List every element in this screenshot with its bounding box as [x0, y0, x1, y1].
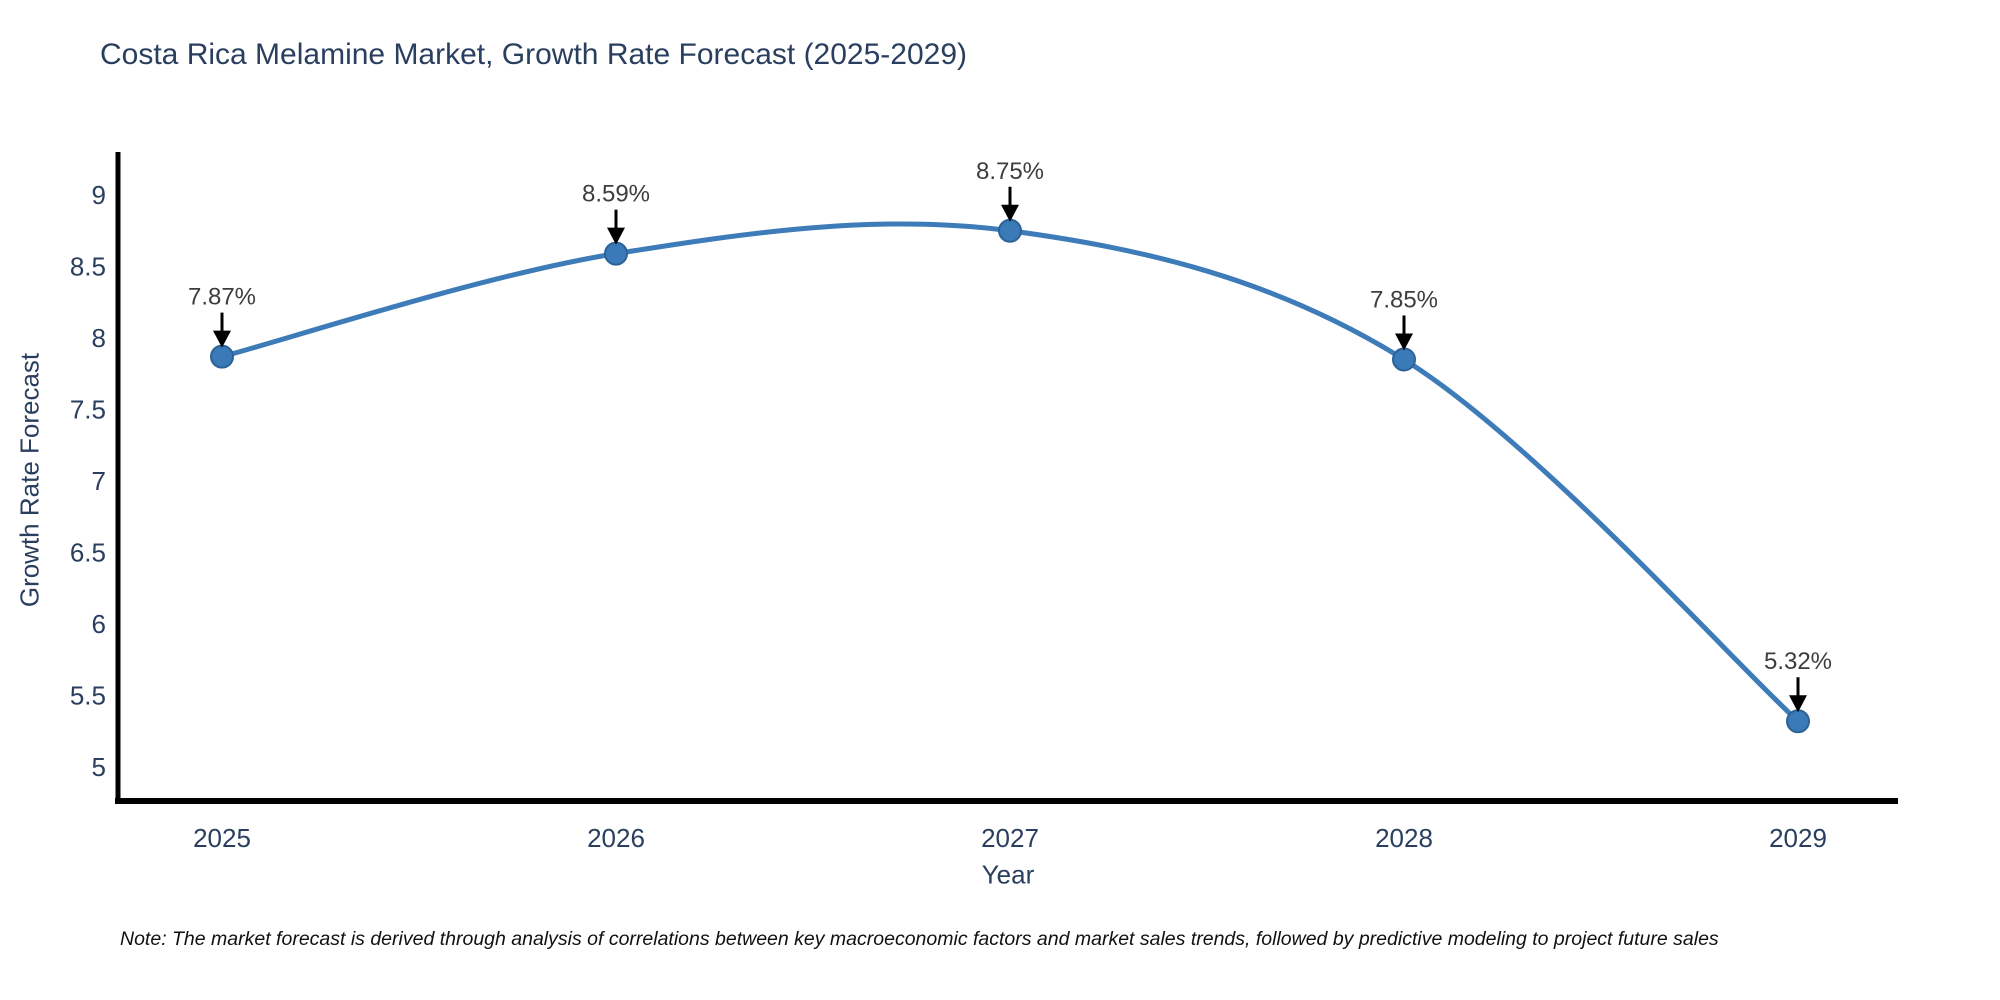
y-tick-label: 6 — [92, 609, 106, 639]
x-tick-label: 2025 — [193, 823, 251, 853]
annotation-arrow-head — [1395, 333, 1413, 351]
y-tick-label: 7 — [92, 466, 106, 496]
x-axis-title: Year — [981, 859, 1035, 890]
y-tick-label: 9 — [92, 180, 106, 210]
chart-title: Costa Rica Melamine Market, Growth Rate … — [100, 38, 968, 71]
y-tick-label: 5 — [92, 752, 106, 782]
x-tick-label: 2028 — [1375, 823, 1433, 853]
y-tick-label: 8.5 — [70, 252, 106, 282]
data-point-2025 — [210, 344, 234, 369]
data-point-2028 — [1392, 347, 1416, 372]
forecast-line — [219, 221, 1801, 724]
data-point-2026 — [604, 241, 628, 266]
y-tick-label: 6.5 — [70, 538, 106, 568]
chart-footnote: Note: The market forecast is derived thr… — [120, 928, 1719, 950]
annotation-arrow-head — [607, 227, 625, 245]
annotation-label: 8.59% — [582, 181, 650, 208]
annotation-label: 8.75% — [976, 158, 1044, 185]
data-point-2029 — [1786, 709, 1810, 734]
annotation-label: 7.87% — [188, 284, 256, 311]
annotation-label: 7.85% — [1370, 286, 1438, 313]
annotation-arrow-head — [1001, 204, 1019, 222]
data-point-2027 — [998, 218, 1022, 243]
y-tick-label: 7.5 — [70, 395, 106, 425]
x-tick-label: 2027 — [981, 823, 1039, 853]
annotation-arrow-head — [1789, 695, 1807, 713]
x-tick-label: 2029 — [1769, 823, 1827, 853]
x-tick-label: 2026 — [587, 823, 645, 853]
y-tick-label: 5.5 — [70, 681, 106, 711]
y-tick-label: 8 — [92, 323, 106, 353]
annotation-arrow-head — [213, 330, 231, 348]
annotation-label: 5.32% — [1764, 648, 1832, 675]
